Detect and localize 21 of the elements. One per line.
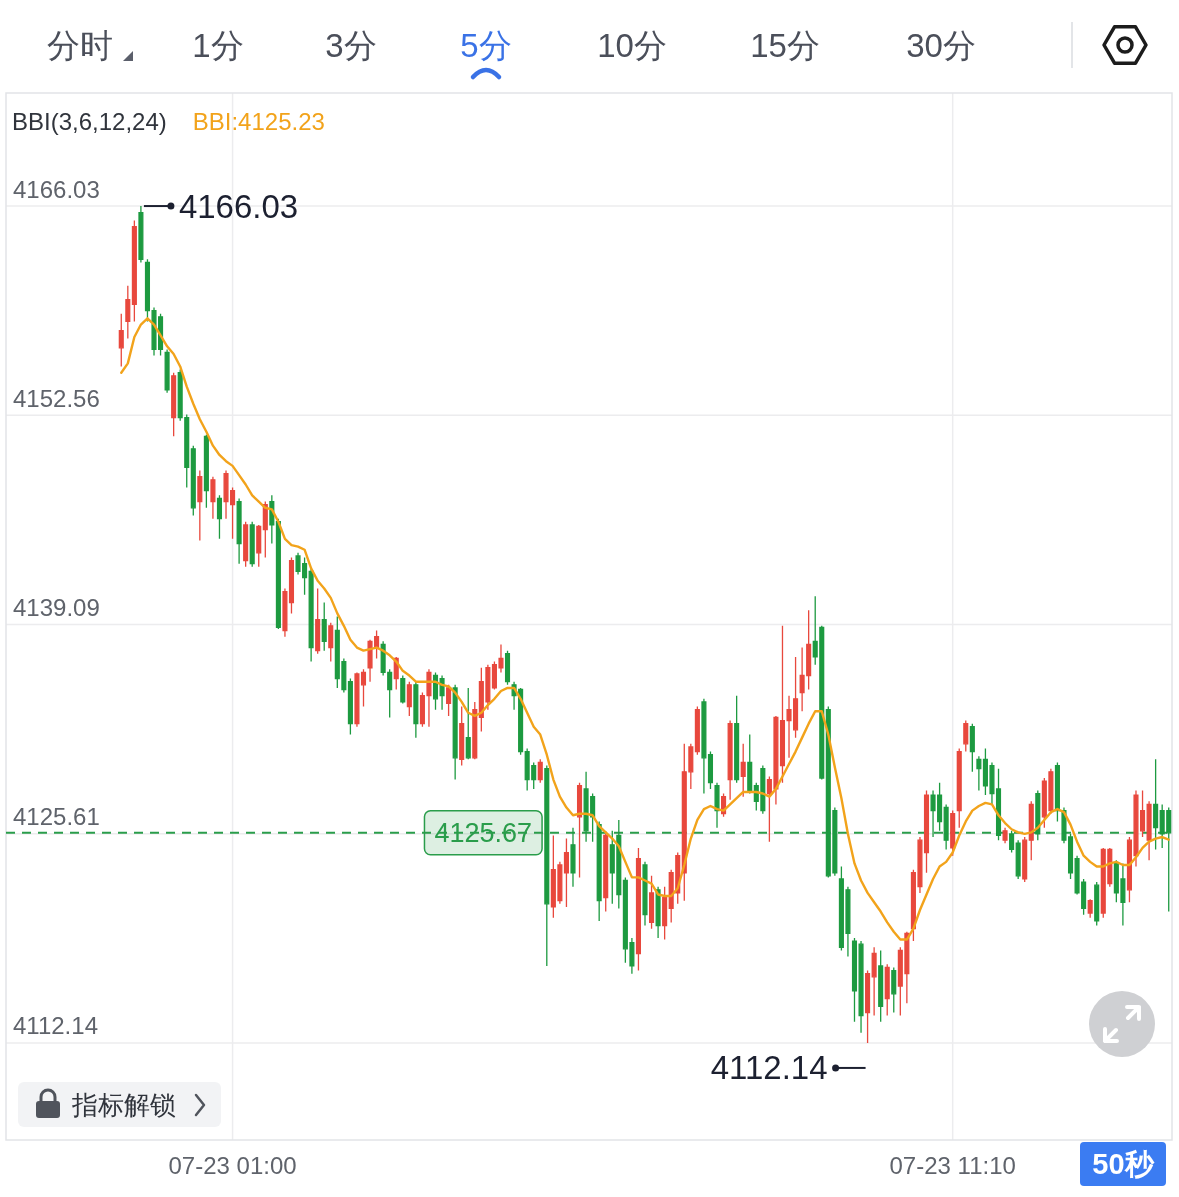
text: 3分: [325, 26, 377, 64]
y-tick-label: 4112.14: [13, 1012, 98, 1040]
text: 分时: [47, 26, 113, 64]
text: 1分: [192, 26, 244, 64]
x-tick-label: 07-23 11:10: [889, 1151, 1016, 1179]
text: 10分: [597, 26, 667, 64]
text: BBI(3,6,12,24): [12, 107, 167, 135]
y-tick-label: 4125.61: [13, 803, 100, 831]
y-tick-label: 4166.03: [13, 175, 100, 203]
text: 5分: [460, 26, 512, 64]
text: 50秒: [1092, 1148, 1155, 1180]
annotation: 4166.03: [178, 187, 299, 225]
annotation: 4112.14: [710, 1049, 828, 1087]
y-tick-label: 4139.09: [13, 593, 100, 621]
text: BBI:4125.23: [192, 107, 325, 135]
annotation: 指标解锁: [71, 1090, 176, 1120]
x-tick-label: 07-23 01:00: [168, 1151, 297, 1179]
text: 30分: [906, 26, 976, 64]
y-tick-label: 4152.56: [13, 384, 100, 412]
text: 15分: [750, 26, 820, 64]
ref-line-label: 4125.67: [434, 817, 533, 848]
